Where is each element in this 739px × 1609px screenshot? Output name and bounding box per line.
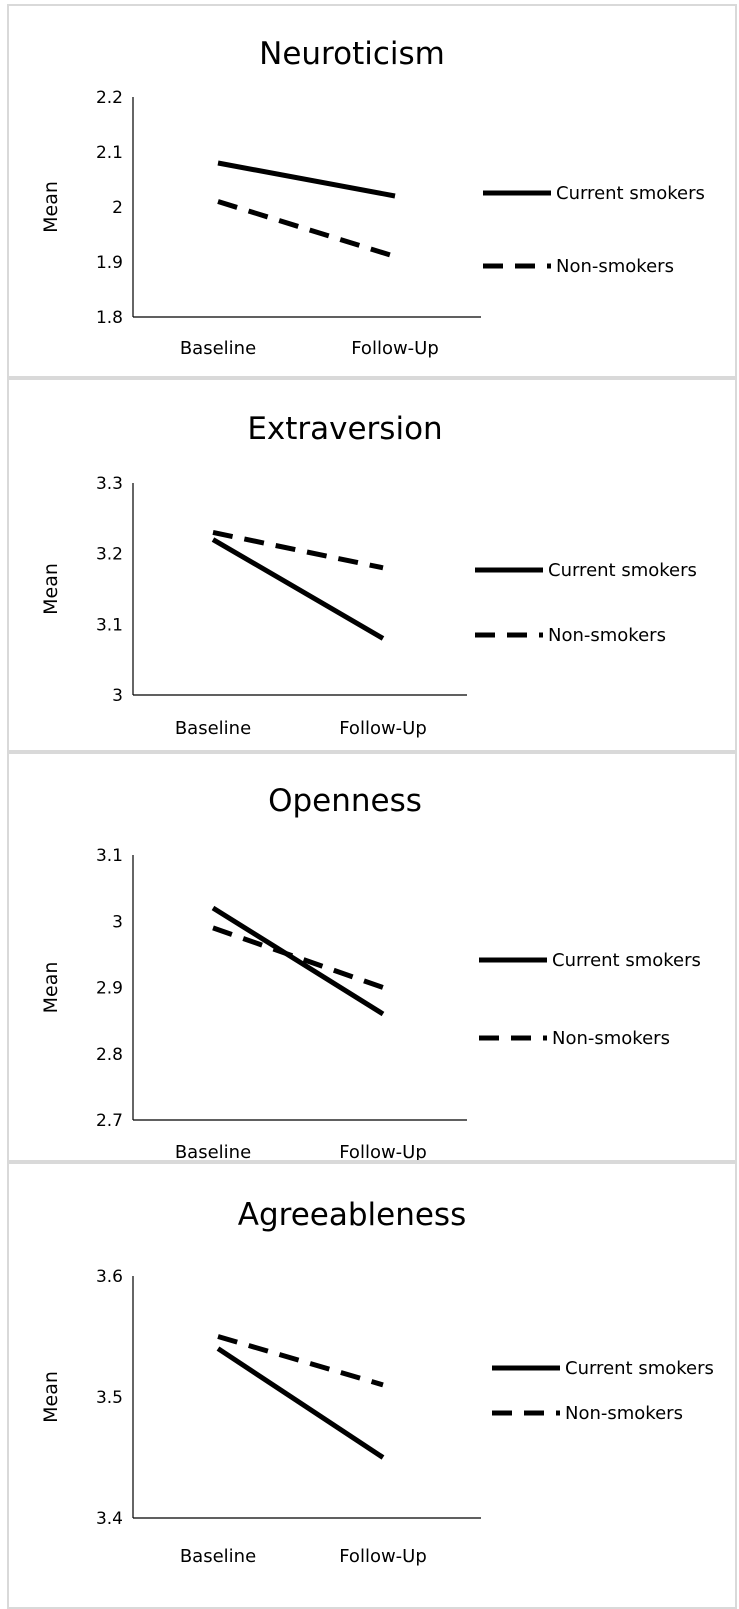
chart-title: Openness (268, 783, 422, 819)
y-tick-label: 2.2 (96, 88, 123, 108)
openness-chart: Openness Mean 2.7 2.8 2.9 3 3.1 Baseline Follow-… (40, 783, 701, 1160)
series-line-current-smokers (217, 160, 396, 199)
x-category-label: Baseline (175, 718, 251, 739)
legend-label-current-smokers: Current smokers (548, 560, 697, 581)
chart-panel-agreeableness: Agreeableness Mean 3.4 3.5 3.6 Baseline Follow… (7, 1162, 737, 1609)
y-tick-label: 3.6 (96, 1267, 123, 1287)
y-tick-label: 2.9 (96, 979, 123, 999)
legend-label-non-smokers: Non-smokers (552, 1028, 670, 1049)
x-category-label: Follow-Up (339, 1142, 427, 1160)
legend-label-non-smokers: Non-smokers (556, 256, 674, 277)
series-line-current-smokers (211, 537, 385, 641)
legend-label-current-smokers: Current smokers (565, 1358, 714, 1379)
x-category-label: Baseline (180, 338, 256, 359)
y-tick-label: 3.2 (96, 545, 123, 565)
series-line-non-smokers (212, 925, 384, 990)
x-category-label: Follow-Up (339, 1546, 427, 1567)
y-tick-label: 3.3 (96, 474, 123, 494)
y-tick-label: 3.4 (96, 1509, 123, 1529)
chart-title: Extraversion (247, 411, 442, 447)
y-tick-label: 2.8 (96, 1045, 123, 1065)
y-tick-label: 2 (112, 198, 123, 218)
y-tick-label: 3.1 (96, 846, 123, 866)
legend-label-non-smokers: Non-smokers (548, 625, 666, 646)
y-tick-label: 3.1 (96, 615, 123, 635)
y-axis-label: Mean (40, 181, 62, 233)
legend-label-non-smokers: Non-smokers (565, 1403, 683, 1424)
y-axis-label: Mean (40, 962, 62, 1014)
chart-title: Neuroticism (259, 36, 445, 72)
y-axis-label: Mean (40, 563, 62, 615)
agreeableness-chart: Agreeableness Mean 3.4 3.5 3.6 Baseline Follow… (40, 1197, 714, 1567)
y-tick-label: 1.9 (96, 253, 123, 273)
y-tick-label: 2.7 (96, 1111, 123, 1131)
chart-panel-extraversion: Extraversion Mean 3 3.1 3.2 3.3 Baseline Follow… (7, 378, 737, 752)
y-tick-label: 1.8 (96, 308, 123, 328)
y-tick-label: 2.1 (96, 143, 123, 163)
x-category-label: Follow-Up (339, 718, 427, 739)
x-category-label: Follow-Up (351, 338, 439, 359)
series-line-non-smokers (217, 199, 396, 259)
series-line-current-smokers (211, 905, 385, 1017)
neuroticism-chart: Neuroticism Mean 1.8 1.9 2 2.1 2.2 Baseline Foll… (40, 36, 705, 359)
extraversion-chart: Extraversion Mean 3 3.1 3.2 3.3 Baseline Follow… (40, 411, 697, 739)
x-category-label: Baseline (175, 1142, 251, 1160)
y-tick-label: 3 (112, 686, 123, 706)
chart-panel-neuroticism: Neuroticism Mean 1.8 1.9 2 2.1 2.2 Baseline Foll… (7, 4, 737, 378)
y-tick-label: 3.5 (96, 1388, 123, 1408)
x-category-label: Baseline (180, 1546, 256, 1567)
legend-label-current-smokers: Current smokers (552, 950, 701, 971)
series-line-current-smokers (216, 1346, 385, 1460)
chart-title: Agreeableness (238, 1197, 466, 1233)
y-axis-label: Mean (40, 1371, 62, 1423)
series-line-non-smokers (212, 530, 384, 571)
series-line-non-smokers (217, 1334, 384, 1388)
y-tick-label: 3 (112, 912, 123, 932)
chart-panel-openness: Openness Mean 2.7 2.8 2.9 3 3.1 Baseline Follow-… (7, 752, 737, 1162)
legend-label-current-smokers: Current smokers (556, 183, 705, 204)
